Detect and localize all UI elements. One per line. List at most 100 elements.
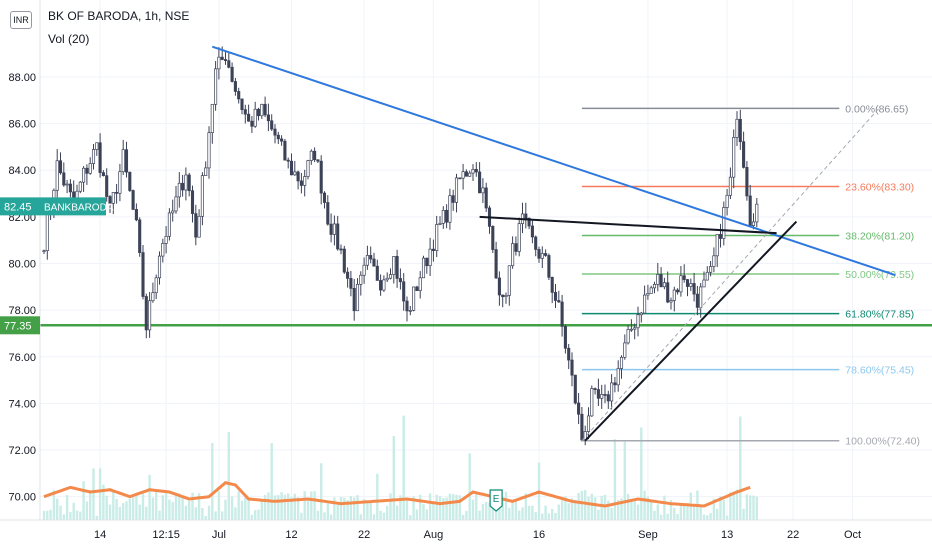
price-tick-label: 78.00 bbox=[8, 305, 36, 317]
candle-body bbox=[570, 359, 574, 376]
volume-bar bbox=[115, 498, 118, 520]
candle-body bbox=[68, 183, 72, 193]
price-tick-label: 84.00 bbox=[8, 165, 36, 177]
volume-bar bbox=[445, 497, 448, 520]
fib-label: 0.00%(86.65) bbox=[845, 103, 908, 115]
volume-bar bbox=[158, 510, 161, 520]
volume-bar bbox=[557, 504, 560, 520]
volume-bar bbox=[722, 499, 725, 520]
volume-bar bbox=[518, 510, 521, 520]
candle-body bbox=[65, 183, 69, 186]
volume-bar bbox=[511, 501, 514, 520]
volume-bar bbox=[514, 501, 518, 520]
volume-bar bbox=[89, 490, 92, 520]
volume-bar bbox=[610, 508, 613, 520]
candle-body bbox=[676, 289, 680, 293]
candle-body bbox=[161, 243, 165, 257]
volume-bar bbox=[227, 432, 230, 520]
volume-bar bbox=[79, 511, 82, 520]
candle-body bbox=[464, 171, 468, 177]
volume-bar bbox=[376, 473, 379, 520]
candle-body bbox=[567, 347, 571, 361]
candle-body bbox=[600, 394, 604, 399]
fib-label: 50.00%(79.55) bbox=[845, 269, 914, 281]
fib-retracement[interactable]: 0.00%(86.65) 23.60%(83.30) 38.20%(81.20) 50… bbox=[40, 103, 932, 448]
volume-bar bbox=[320, 463, 323, 520]
candle-body bbox=[217, 56, 221, 70]
candle-body bbox=[154, 277, 158, 294]
volume-bar bbox=[369, 503, 372, 520]
candle-body bbox=[547, 255, 551, 278]
candle-body bbox=[652, 283, 657, 289]
price-axis[interactable]: 88.0086.0084.0082.0080.0078.0076.0074.00… bbox=[0, 0, 114, 550]
candle-body bbox=[428, 248, 432, 267]
candle-body bbox=[385, 277, 389, 281]
volume-bar bbox=[75, 510, 79, 520]
fib-label: 100.00%(72.40) bbox=[845, 436, 920, 448]
volume-bar bbox=[643, 490, 646, 520]
trendlines[interactable] bbox=[211, 45, 896, 442]
candle-body bbox=[365, 255, 369, 266]
candle-body bbox=[45, 212, 49, 252]
candle-body bbox=[616, 368, 620, 386]
time-tick-label: 12:15 bbox=[152, 529, 180, 541]
volume-bar bbox=[659, 514, 663, 520]
candle-body bbox=[745, 167, 749, 197]
volume-bar bbox=[296, 497, 300, 520]
volume-bar bbox=[580, 490, 584, 520]
volume-bar bbox=[646, 496, 650, 520]
volume-bar bbox=[438, 496, 442, 520]
candle-body bbox=[534, 236, 538, 250]
candle-body bbox=[685, 279, 690, 287]
volume-bar bbox=[62, 514, 65, 520]
volume-bar bbox=[475, 493, 478, 520]
currency-badge[interactable]: INR bbox=[10, 11, 32, 29]
volume-bar bbox=[544, 505, 547, 520]
candle-body bbox=[293, 171, 297, 176]
volume-bar bbox=[452, 494, 455, 520]
volume-bar bbox=[412, 496, 415, 520]
volume-bar bbox=[597, 509, 600, 520]
volume-bar bbox=[386, 505, 389, 520]
volume-bar bbox=[560, 500, 564, 520]
volume-bar bbox=[128, 498, 131, 520]
candle-body bbox=[78, 181, 82, 192]
volume-bar bbox=[329, 514, 333, 520]
volume-bar bbox=[534, 511, 537, 520]
volume-bar bbox=[749, 495, 752, 520]
candle-body bbox=[755, 203, 759, 223]
candle-body bbox=[643, 294, 647, 314]
volume-bar bbox=[194, 507, 197, 520]
candle-body bbox=[689, 283, 693, 287]
candle-body bbox=[306, 160, 310, 177]
last-price-value: 82.45 bbox=[4, 201, 32, 213]
volume-indicator-label[interactable]: Vol (20) bbox=[48, 32, 90, 46]
candle-body bbox=[190, 190, 195, 214]
candle-body bbox=[263, 103, 267, 116]
volume-bar bbox=[666, 513, 669, 520]
candle-body bbox=[223, 59, 228, 62]
candle-body bbox=[580, 413, 584, 441]
time-axis[interactable]: 14 12:15 Jul 12 22 Aug 16 Sep 13 22 Oct bbox=[0, 519, 932, 550]
candle-body bbox=[738, 118, 742, 143]
candle-body bbox=[478, 171, 482, 194]
symbol-title[interactable]: BK OF BARODA, 1h, NSE bbox=[48, 9, 190, 23]
volume-bar bbox=[372, 514, 376, 520]
volume-bar bbox=[607, 500, 610, 520]
candle-body bbox=[250, 120, 254, 127]
volume-bar bbox=[735, 489, 739, 520]
volume-bar bbox=[85, 501, 89, 520]
volume-bar bbox=[49, 509, 52, 520]
candle-body bbox=[458, 177, 462, 180]
volume-bar bbox=[617, 500, 620, 520]
volume-bar bbox=[326, 503, 329, 520]
candle-body bbox=[95, 142, 99, 150]
time-tick-label: 22 bbox=[358, 529, 370, 541]
candle-body bbox=[342, 248, 346, 273]
candle-body bbox=[233, 81, 237, 92]
candle-body bbox=[111, 191, 115, 204]
candle-body bbox=[705, 271, 709, 281]
candle-body bbox=[557, 300, 561, 303]
volume-bar bbox=[257, 509, 260, 520]
